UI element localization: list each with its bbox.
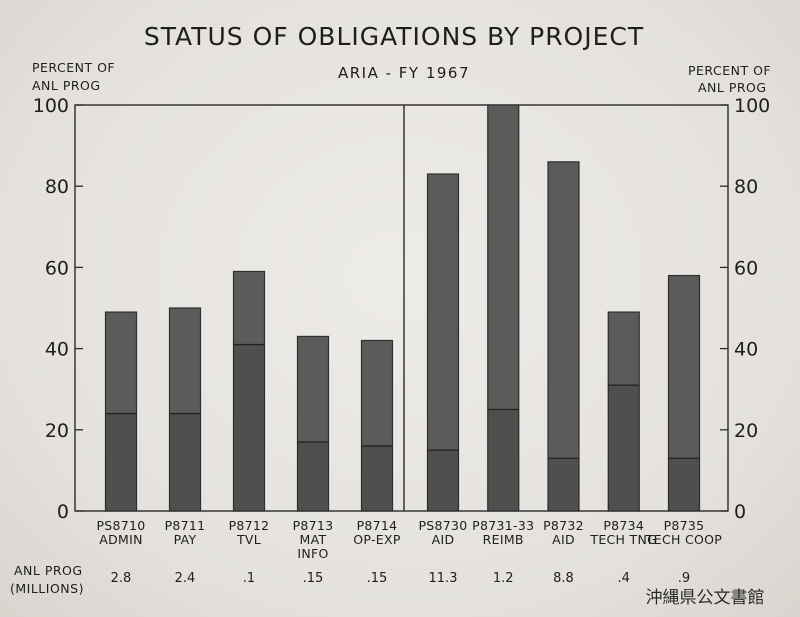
anl-prog-value-3: .15: [303, 571, 324, 586]
left-tick-label: 40: [45, 339, 69, 361]
bar-4: [360, 339, 394, 512]
category-label-0: PS8710: [96, 518, 145, 533]
bar-8: [607, 311, 640, 512]
category-label-1: PAY: [174, 532, 197, 547]
bar-6: [487, 104, 520, 512]
right-tick-label: 20: [734, 420, 758, 442]
bar-1: [168, 307, 202, 512]
right-tick-label: 60: [734, 257, 758, 279]
left-axis-title-line1: PERCENT OF: [32, 60, 115, 75]
anl-prog-value-7: 8.8: [553, 571, 574, 586]
anl-prog-value-0: 2.8: [111, 571, 132, 586]
category-label-6: P8731-33: [472, 518, 534, 533]
left-tick-label: 100: [33, 95, 69, 117]
bar-9: [667, 274, 701, 512]
category-label-7: P8732: [543, 518, 584, 533]
bar-7: [547, 161, 580, 512]
category-label-3: INFO: [297, 546, 328, 561]
category-label-0: ADMIN: [99, 532, 143, 547]
left-tick-label: 60: [45, 257, 69, 279]
bar-2: [232, 270, 266, 512]
bar-inner-segment-4: [361, 446, 393, 511]
bar-inner-segment-0: [105, 413, 137, 511]
bar-5: [426, 173, 460, 512]
anl-prog-value-5: 11.3: [429, 571, 458, 586]
bar-inner-segment-3: [297, 441, 329, 511]
anl-prog-value-2: .1: [243, 571, 255, 586]
right-tick-label: 0: [734, 501, 746, 523]
bar-inner-segment-5: [427, 450, 459, 511]
category-label-8: TECH TNG: [589, 532, 657, 547]
anl-prog-value-6: 1.2: [493, 571, 514, 586]
category-label-8: P8734: [603, 518, 644, 533]
bar-inner-segment-6: [487, 409, 519, 511]
left-tick-label: 20: [45, 420, 69, 442]
category-label-6: REIMB: [483, 532, 524, 547]
category-label-1: P8711: [165, 518, 206, 533]
category-label-7: AID: [552, 532, 575, 547]
bar-inner-segment-9: [668, 458, 700, 511]
category-label-5: AID: [432, 532, 455, 547]
bar-3: [296, 335, 330, 512]
category-label-9: TECH COOP: [645, 532, 722, 547]
chart-title: STATUS OF OBLIGATIONS BY PROJECT: [144, 22, 644, 51]
category-label-4: OP-EXP: [353, 532, 401, 547]
anl-prog-value-9: .9: [678, 571, 690, 586]
category-label-3: P8713: [293, 518, 334, 533]
bar-inner-segment-8: [608, 385, 640, 511]
bar-inner-segment-7: [548, 458, 579, 511]
chart-subtitle: ARIA - FY 1967: [338, 64, 470, 82]
category-label-3: MAT: [300, 532, 327, 547]
anl-prog-value-4: .15: [367, 571, 388, 586]
left-tick-label: 80: [45, 176, 69, 198]
category-label-5: PS8730: [418, 518, 467, 533]
bar-0: [104, 311, 138, 512]
category-label-2: P8712: [229, 518, 270, 533]
anl-prog-row-title-line1: ANL PROG: [14, 563, 83, 578]
bar-inner-segment-2: [233, 344, 265, 511]
anl-prog-value-1: 2.4: [175, 571, 196, 586]
anl-prog-value-8: .4: [618, 571, 630, 586]
category-label-9: P8735: [664, 518, 705, 533]
category-label-4: P8714: [357, 518, 398, 533]
right-tick-label: 100: [734, 95, 770, 117]
right-axis-title-line2: ANL PROG: [698, 80, 767, 95]
archive-watermark: 沖縄県公文書館: [646, 588, 765, 608]
anl-prog-row-title-line2: (MILLIONS): [10, 581, 84, 596]
right-axis-title-line1: PERCENT OF: [688, 63, 771, 78]
left-tick-label: 0: [57, 501, 69, 523]
category-label-2: TVL: [236, 532, 261, 547]
right-tick-label: 40: [734, 339, 758, 361]
bar-inner-segment-1: [169, 413, 201, 511]
plot-frame: [74, 104, 729, 512]
left-axis-title-line2: ANL PROG: [32, 78, 101, 93]
right-tick-label: 80: [734, 176, 758, 198]
